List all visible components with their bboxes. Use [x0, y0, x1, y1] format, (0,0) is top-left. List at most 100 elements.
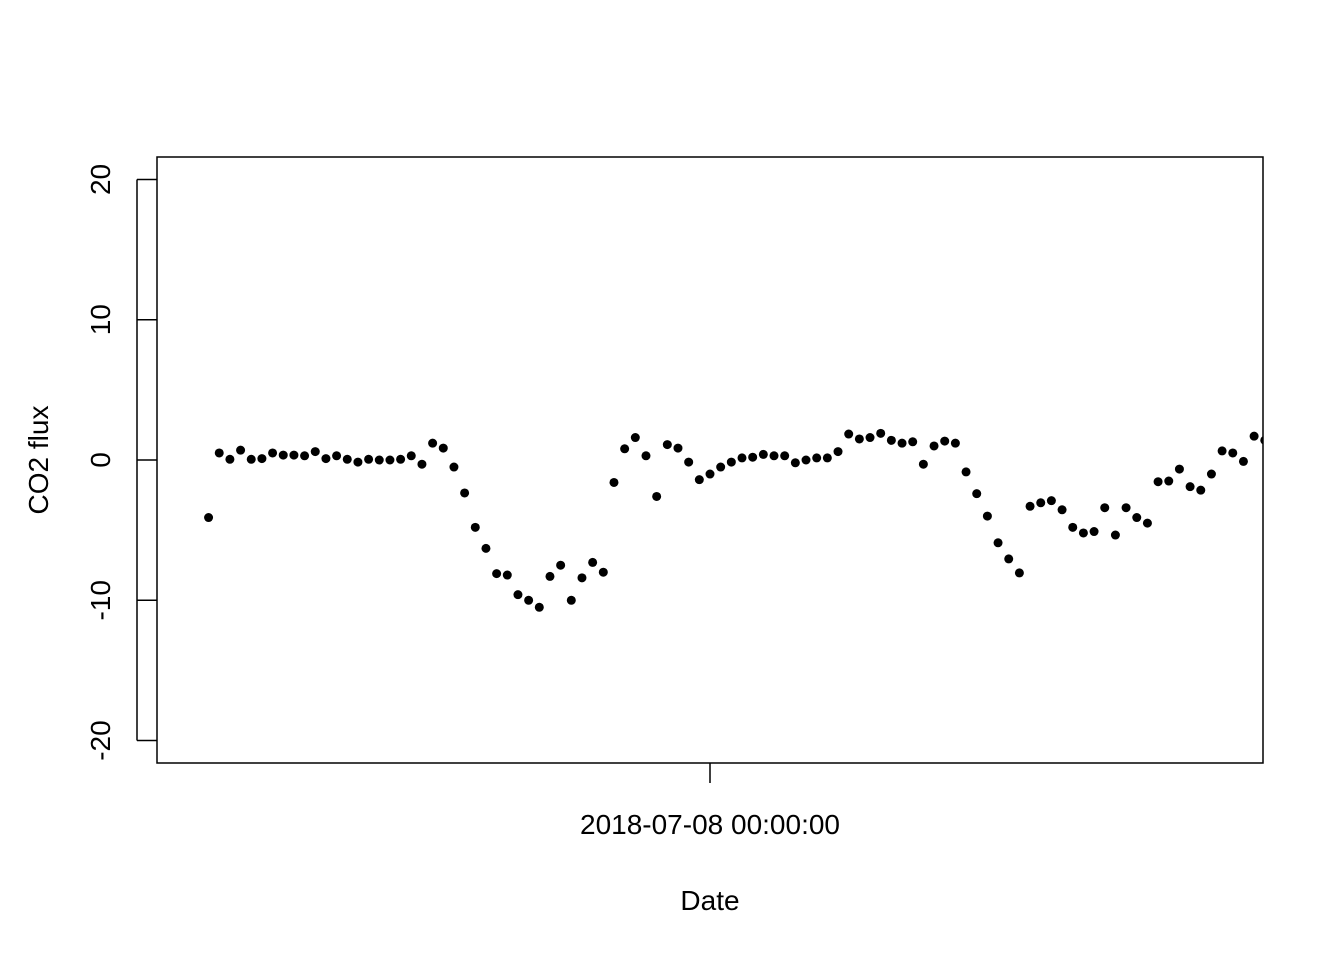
- point: [876, 428, 886, 438]
- points: [204, 428, 1263, 612]
- y-tick-label: 0: [85, 452, 116, 468]
- point: [374, 455, 384, 465]
- point: [780, 451, 790, 461]
- point: [1121, 503, 1131, 513]
- point: [321, 454, 331, 464]
- y-tick-label: 20: [85, 164, 116, 195]
- point: [641, 451, 651, 461]
- point: [1185, 482, 1195, 492]
- point: [289, 450, 299, 460]
- point: [865, 433, 875, 443]
- point: [513, 590, 523, 600]
- point: [417, 459, 427, 469]
- point: [300, 451, 310, 461]
- point: [492, 569, 502, 579]
- point: [630, 433, 640, 443]
- point: [609, 477, 619, 487]
- point: [545, 571, 555, 581]
- point: [1174, 464, 1184, 474]
- point: [1153, 477, 1163, 487]
- point: [204, 513, 214, 523]
- point: [982, 511, 992, 521]
- point: [406, 451, 416, 461]
- point: [705, 469, 715, 479]
- point: [310, 447, 320, 457]
- point: [758, 449, 768, 459]
- y-tick-label: -20: [85, 720, 116, 760]
- y-axis-label: CO2 flux: [23, 406, 54, 515]
- point: [897, 438, 907, 448]
- point: [918, 459, 928, 469]
- point: [566, 595, 576, 605]
- point: [812, 453, 822, 463]
- point: [662, 440, 672, 450]
- point: [1078, 528, 1088, 538]
- point: [385, 455, 395, 465]
- point: [1036, 498, 1046, 508]
- point: [972, 489, 982, 499]
- point: [438, 443, 448, 453]
- x-axis-label: Date: [680, 885, 739, 916]
- point: [268, 448, 278, 458]
- point: [1068, 522, 1078, 532]
- point: [652, 491, 662, 501]
- point: [577, 573, 587, 583]
- point: [449, 462, 459, 472]
- point: [950, 438, 960, 448]
- y-tick-label: -10: [85, 580, 116, 620]
- point: [332, 451, 342, 461]
- point: [886, 435, 896, 445]
- point: [460, 488, 470, 498]
- point: [1238, 456, 1248, 466]
- point: [257, 454, 267, 464]
- point: [961, 467, 971, 477]
- point: [929, 441, 939, 451]
- y-tick-label: 10: [85, 304, 116, 335]
- point: [790, 458, 800, 468]
- point: [844, 429, 854, 439]
- point: [1025, 501, 1035, 511]
- point: [556, 560, 566, 570]
- point: [225, 454, 235, 464]
- point: [1260, 436, 1263, 445]
- point: [854, 434, 864, 444]
- point: [620, 444, 630, 454]
- point: [353, 457, 363, 467]
- point: [246, 454, 256, 464]
- point: [1089, 527, 1099, 537]
- point: [673, 443, 683, 453]
- point: [1206, 469, 1216, 479]
- point: [1057, 505, 1067, 515]
- point: [1164, 476, 1174, 486]
- point: [214, 448, 224, 458]
- point: [993, 538, 1003, 548]
- point: [588, 557, 598, 567]
- point: [822, 453, 832, 463]
- point: [1046, 496, 1056, 506]
- point: [598, 567, 608, 577]
- point: [1142, 518, 1152, 528]
- point: [684, 457, 694, 467]
- point: [236, 445, 246, 455]
- point: [396, 454, 406, 464]
- x-tick-label: 2018-07-08 00:00:00: [580, 809, 840, 840]
- point: [908, 437, 918, 447]
- point: [801, 455, 811, 465]
- point: [278, 450, 288, 460]
- point: [1132, 513, 1142, 523]
- point: [1014, 568, 1024, 578]
- point: [1217, 446, 1227, 456]
- point: [1004, 554, 1014, 564]
- point: [364, 454, 374, 464]
- point: [428, 438, 438, 448]
- point: [470, 522, 480, 532]
- point: [524, 595, 534, 605]
- point: [481, 543, 491, 553]
- point: [716, 462, 726, 472]
- point: [534, 602, 544, 612]
- point: [1228, 448, 1238, 458]
- point: [502, 570, 512, 580]
- point: [342, 454, 352, 464]
